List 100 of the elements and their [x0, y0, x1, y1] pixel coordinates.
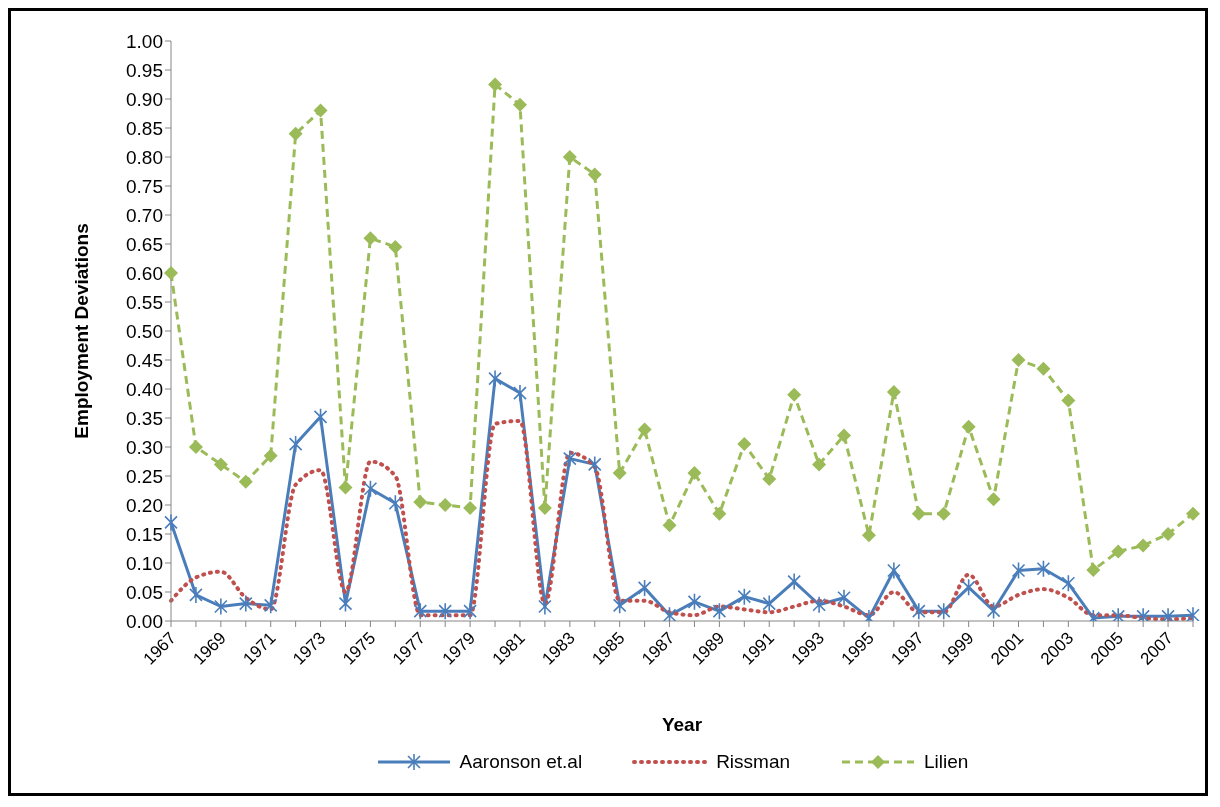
point [787, 387, 802, 402]
point [313, 103, 328, 118]
point [612, 466, 627, 481]
y-tick-label: 0.50 [126, 320, 163, 342]
point [512, 97, 527, 112]
y-tick-label: 0.25 [126, 465, 163, 487]
point [637, 422, 652, 437]
legend-label: Rissman [716, 751, 791, 773]
point [1086, 562, 1101, 577]
point [363, 231, 378, 246]
legend-label: Aaronson et.al [459, 751, 583, 773]
point [637, 579, 652, 597]
point [961, 419, 976, 434]
point [986, 601, 1001, 620]
point [513, 384, 527, 402]
point [288, 126, 303, 141]
point [338, 480, 353, 495]
y-tick-label: 0.10 [126, 552, 163, 574]
point [612, 596, 627, 615]
point [537, 500, 552, 515]
point [737, 437, 752, 452]
y-tick-label: 0.20 [126, 494, 163, 516]
point [812, 595, 826, 614]
y-tick-label: 0.00 [126, 610, 163, 632]
point [687, 466, 702, 481]
y-tick-label: 0.55 [126, 291, 163, 313]
y-tick-label: 0.70 [126, 204, 163, 226]
point [712, 602, 727, 620]
point [563, 449, 577, 468]
point [189, 586, 203, 604]
point [363, 479, 378, 498]
point [911, 506, 926, 521]
point [463, 500, 478, 515]
point [662, 518, 677, 533]
point [488, 369, 502, 388]
y-tick-label: 0.95 [126, 59, 163, 81]
point [164, 266, 178, 280]
point [687, 593, 702, 611]
point [986, 492, 1001, 507]
y-tick-label: 0.65 [126, 233, 163, 255]
point [712, 506, 727, 521]
y-tick-label: 0.05 [126, 581, 163, 603]
point [1036, 560, 1051, 578]
point [388, 494, 403, 513]
y-tick-label: 0.90 [126, 88, 163, 110]
point [1186, 606, 1200, 621]
point [562, 150, 577, 164]
point [837, 428, 852, 443]
point [263, 448, 278, 463]
point [936, 602, 951, 620]
point [1061, 393, 1076, 408]
point [313, 408, 328, 426]
y-tick-label: 0.15 [126, 523, 163, 545]
point [413, 495, 428, 510]
point [164, 513, 178, 532]
point [288, 435, 303, 453]
x-axis-title: Year [661, 714, 703, 735]
legend-label: Lilien [924, 751, 969, 773]
point [961, 578, 976, 597]
point [1061, 574, 1076, 593]
y-tick-label: 0.60 [126, 262, 163, 284]
point [413, 602, 428, 620]
point [662, 606, 677, 621]
point [1136, 538, 1151, 553]
point [214, 597, 228, 616]
point [1011, 561, 1026, 580]
y-tick-label: 0.40 [126, 378, 163, 400]
point [213, 457, 228, 472]
point [238, 474, 253, 489]
point [463, 602, 477, 620]
point [912, 602, 926, 620]
point [1111, 544, 1126, 559]
y-tick-label: 0.35 [126, 407, 163, 429]
y-tick-label: 0.45 [126, 349, 163, 371]
point [238, 594, 253, 613]
point [936, 506, 951, 521]
y-tick-label: 0.80 [126, 146, 163, 168]
y-tick-label: 0.85 [126, 117, 163, 139]
point [263, 596, 278, 615]
point [1186, 506, 1200, 521]
y-axis-title: Employment Deviations [70, 223, 92, 439]
point [886, 384, 901, 399]
point [762, 594, 777, 613]
point [538, 597, 552, 616]
point [762, 471, 777, 486]
point [887, 561, 901, 580]
point [787, 572, 801, 591]
point [1011, 353, 1026, 367]
point [188, 440, 203, 454]
point [1036, 361, 1051, 376]
point [488, 77, 503, 92]
point [587, 167, 602, 182]
point [812, 457, 827, 472]
y-tick-label: 0.75 [126, 175, 163, 197]
point [438, 498, 453, 512]
point [861, 528, 876, 543]
y-tick-label: 0.30 [126, 436, 163, 458]
y-tick-label: 1.00 [126, 30, 163, 52]
point [737, 587, 752, 606]
point [438, 602, 452, 620]
